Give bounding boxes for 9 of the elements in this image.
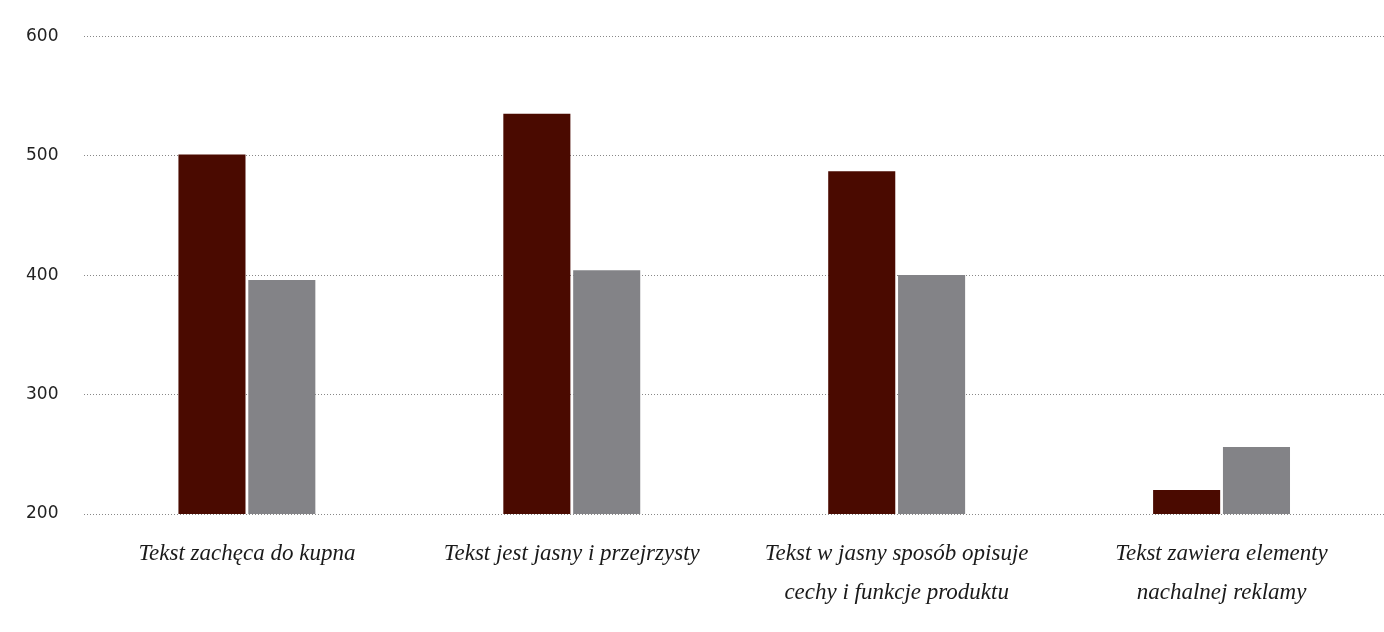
x-tick-label: Tekst zachęca do kupna bbox=[138, 540, 356, 566]
y-tick-label: 500 bbox=[25, 144, 59, 165]
x-tick-label: Tekst w jasny sposób opisuje cechy i funkcje produktu bbox=[764, 540, 1029, 605]
y-tick-label: 600 bbox=[25, 24, 59, 45]
y-tick-label: 400 bbox=[25, 263, 59, 284]
y-tick-label: 200 bbox=[25, 502, 59, 523]
x-tick-label: Tekst zawiera elementy nachalnej reklamy bbox=[1115, 540, 1329, 605]
x-tick-label: Tekst jest jasny i przejrzysty bbox=[443, 540, 701, 566]
y-tick-label: 300 bbox=[25, 382, 59, 403]
